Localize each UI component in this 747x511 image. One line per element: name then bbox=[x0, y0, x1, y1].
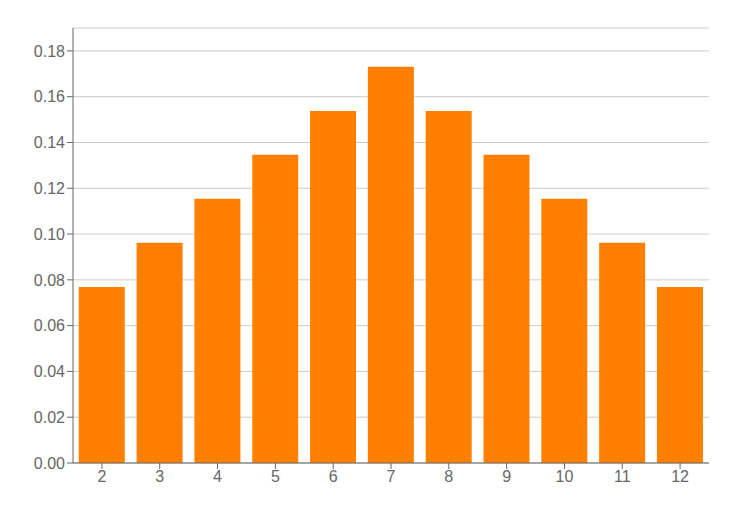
svg-text:0.00: 0.00 bbox=[34, 455, 65, 472]
svg-text:8: 8 bbox=[444, 468, 453, 485]
svg-text:12: 12 bbox=[671, 468, 689, 485]
svg-text:10: 10 bbox=[556, 468, 574, 485]
svg-text:0.12: 0.12 bbox=[34, 180, 65, 197]
svg-text:0.10: 0.10 bbox=[34, 226, 65, 243]
svg-text:0.16: 0.16 bbox=[34, 88, 65, 105]
svg-text:0.06: 0.06 bbox=[34, 317, 65, 334]
svg-text:0.08: 0.08 bbox=[34, 272, 65, 289]
svg-text:2: 2 bbox=[97, 468, 106, 485]
svg-text:0.04: 0.04 bbox=[34, 363, 65, 380]
svg-text:9: 9 bbox=[502, 468, 511, 485]
svg-text:5: 5 bbox=[271, 468, 280, 485]
svg-text:3: 3 bbox=[155, 468, 164, 485]
svg-text:0.18: 0.18 bbox=[34, 43, 65, 60]
svg-text:6: 6 bbox=[329, 468, 338, 485]
svg-text:7: 7 bbox=[387, 468, 396, 485]
svg-text:0.14: 0.14 bbox=[34, 134, 65, 151]
svg-text:4: 4 bbox=[213, 468, 222, 485]
svg-text:11: 11 bbox=[614, 468, 631, 485]
svg-text:0.02: 0.02 bbox=[34, 409, 65, 426]
